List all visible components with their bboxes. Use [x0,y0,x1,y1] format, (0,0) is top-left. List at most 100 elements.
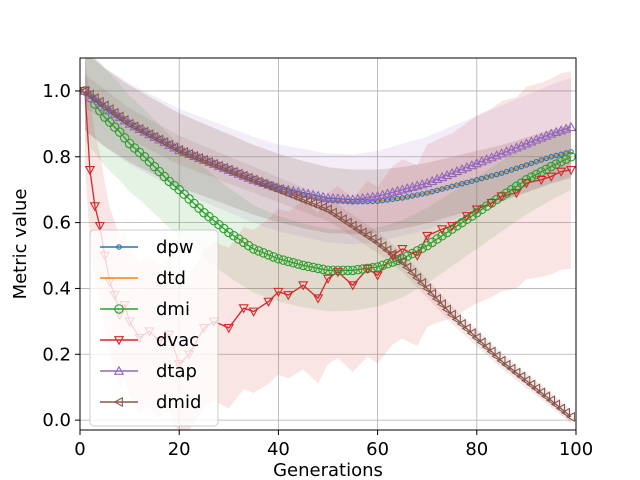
marker-dmi-39 [273,254,284,264]
legend: dpw dtd dmi dvac dtap dmid [89,229,219,427]
marker-dvac-22 [273,287,284,298]
marker-dmi-5 [105,117,115,127]
marker-dmi-62 [387,257,398,267]
marker-dmid-84 [496,355,506,367]
marker-dmid-54 [347,220,357,232]
marker-dpw-69 [424,190,430,196]
marker-dmid-85 [501,359,511,370]
marker-dmid-58 [367,233,377,245]
band-dtap [85,58,571,245]
marker-dmi-7 [114,127,125,137]
marker-dmi-77 [462,214,472,225]
marker-dmi-55 [353,264,363,275]
marker-dpw-76 [459,181,465,187]
marker-dmi-66 [407,248,418,259]
marker-dmid-93 [540,391,551,402]
legend-marker-dtap [113,365,125,375]
x-axis-label: Generations [273,460,383,480]
marker-dvac-26 [322,274,334,284]
marker-dpw-53 [345,198,351,205]
marker-dmi-34 [248,244,259,254]
marker-dmi-29 [224,227,234,238]
marker-dmid-16 [158,137,169,148]
marker-dmid-18 [168,142,179,153]
marker-dmid-98 [565,411,575,422]
marker-dmi-91 [531,169,542,180]
marker-dpw-80 [479,175,485,182]
marker-dpw-92 [538,157,545,163]
marker-dmi-87 [511,181,522,192]
marker-dmi-45 [303,261,313,272]
marker-dvac-1 [84,166,96,176]
marker-dmi-33 [243,240,254,251]
marker-dmid-2 [89,93,99,104]
marker-dmi-12 [139,152,150,162]
marker-dmi-78 [467,211,477,221]
legend-label-dvac: dvac [156,330,199,351]
marker-dmid-63 [392,253,402,264]
marker-dmi-36 [258,248,269,258]
marker-dpw-51 [335,198,341,204]
marker-dmi-60 [377,260,388,271]
marker-dmi-41 [283,256,294,267]
marker-dmi-58 [367,262,378,273]
marker-dmi-67 [412,246,423,256]
marker-dmi-59 [372,262,383,272]
marker-dmi-46 [308,262,318,273]
marker-dpw-78 [469,178,475,184]
marker-dmid-87 [511,367,521,378]
marker-dpw-79 [474,177,480,183]
marker-dpw-74 [449,183,455,190]
marker-dmi-76 [457,217,467,228]
marker-dtap-53 [342,193,353,204]
marker-dvac-36 [446,221,458,232]
marker-dvac-41 [511,189,522,199]
marker-dmid-92 [535,387,546,398]
marker-dmi-42 [288,258,299,268]
marker-dmi-79 [472,207,482,218]
marker-dmi-15 [154,166,165,177]
marker-dmi-75 [452,221,462,231]
marker-dmid-76 [456,318,466,330]
marker-dmi-44 [298,260,308,271]
marker-dmi-38 [268,252,279,262]
marker-dmid-7 [114,111,124,122]
marker-dmid-90 [526,379,536,390]
marker-dmi-43 [293,259,303,269]
marker-dmi-47 [313,263,323,274]
marker-dvac-21 [263,297,274,307]
marker-dmi-94 [546,161,556,172]
marker-dmi-64 [397,254,408,264]
marker-dvac-28 [347,281,358,291]
marker-dtap-50 [327,192,339,203]
marker-dpw-89 [523,162,530,168]
marker-dmi-52 [338,265,348,276]
marker-dmid-52 [337,214,347,225]
marker-dmi-53 [343,265,353,276]
marker-dmi-32 [238,237,249,248]
marker-dmid-74 [446,309,456,320]
x-tick-label-1: 20 [168,439,191,460]
marker-dpw-59 [374,198,381,204]
marker-dmi-37 [263,250,274,260]
marker-dpw-84 [498,170,505,176]
legend-marker-dvac [113,336,125,346]
marker-dmid-0 [79,85,89,97]
marker-dmid-8 [119,115,129,126]
marker-dmi-65 [402,251,413,261]
marker-dvac-37 [461,212,473,222]
marker-dpw-72 [439,186,445,192]
marker-dmid-11 [134,123,144,135]
series-markers [79,85,577,422]
legend-box [89,229,219,427]
marker-dmid-5 [104,104,114,115]
marker-dmid-6 [109,107,119,119]
y-axis-label: Metric value [10,189,31,300]
marker-dmid-82 [486,346,496,357]
marker-dvac-24 [298,281,309,291]
marker-dmid-78 [466,328,476,339]
marker-dmid-91 [530,383,541,394]
marker-dmi-69 [422,240,432,251]
marker-dmid-60 [377,241,387,252]
